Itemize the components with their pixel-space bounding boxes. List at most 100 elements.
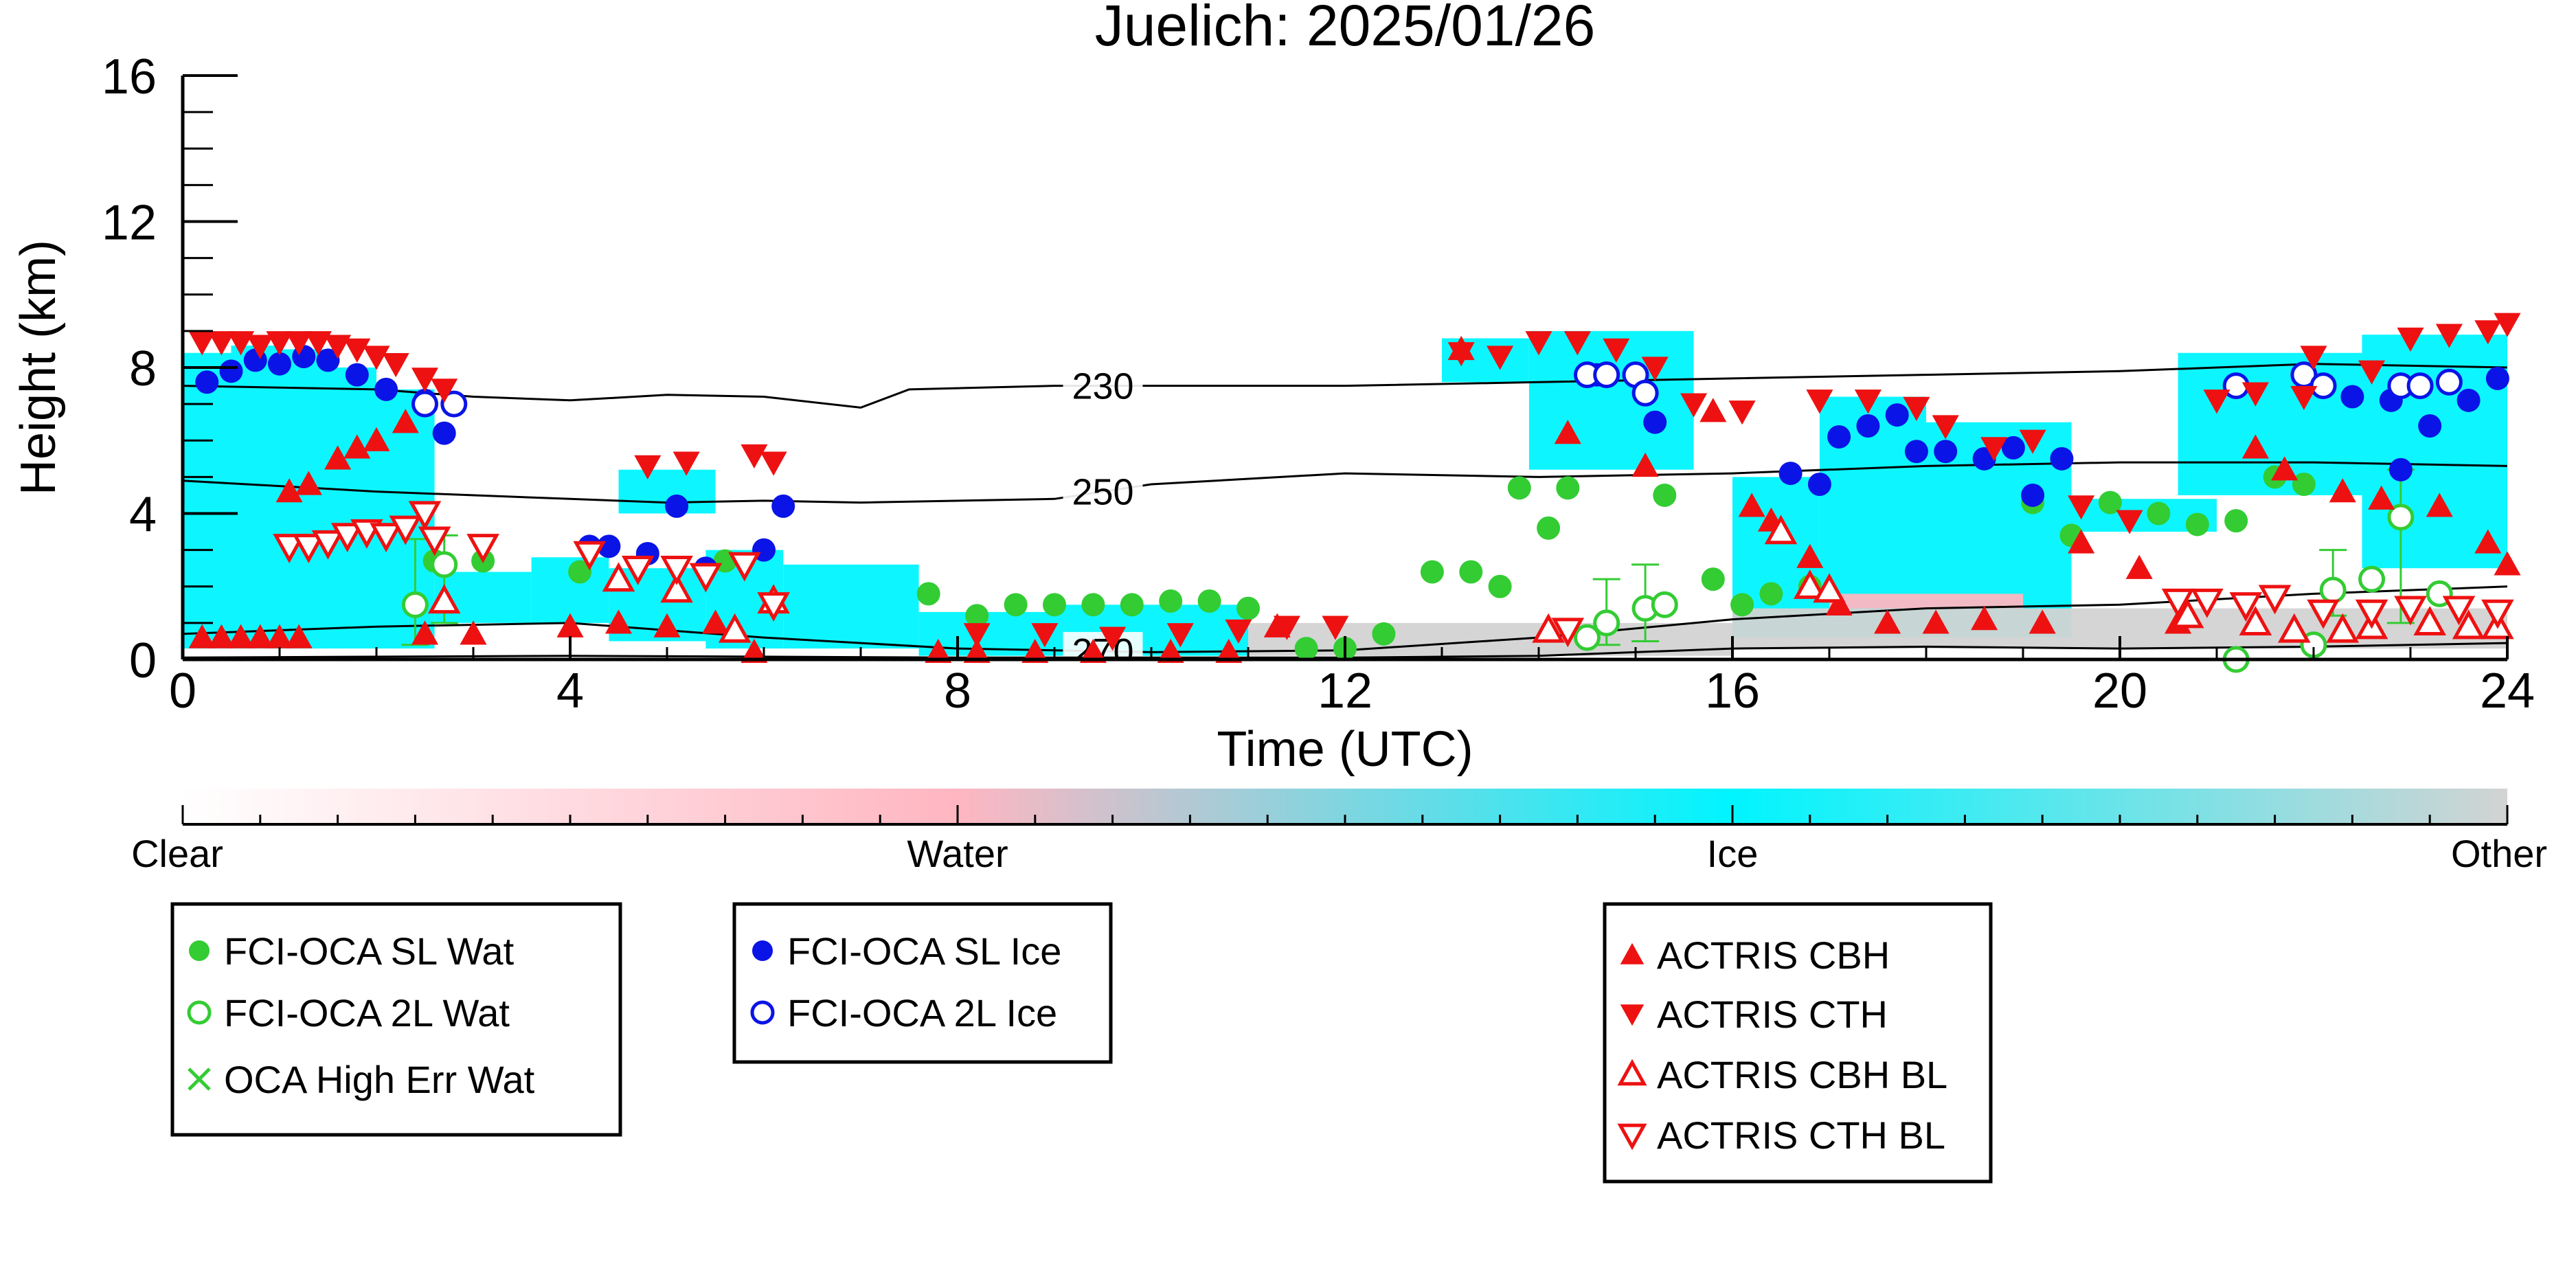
legend-entry: FCI-OCA 2L Wat [187, 991, 510, 1035]
data-point-actris-cth-bl [389, 515, 422, 545]
data-point-fci-oca-2l-ice [2309, 372, 2337, 400]
data-point-actris-cbh [2271, 456, 2298, 481]
isotherm-label-bg [1063, 632, 1143, 659]
colorbar-label-clear: Clear [131, 832, 223, 875]
data-point-fci-oca-sl-ice [316, 348, 340, 372]
legend-entry: ACTRIS CBH BL [1617, 1053, 1947, 1096]
data-point-actris-cth [2241, 382, 2269, 407]
data-point-fci-oca-sl-wat [1043, 593, 1066, 617]
legend-marker [187, 1000, 212, 1025]
data-point-actris-cbh [2368, 485, 2395, 510]
data-point-actris-cbh [1631, 452, 1659, 477]
legend-box [732, 902, 1113, 1064]
data-point-actris-cbh [925, 638, 952, 664]
data-point-fci-oca-2l-wat [401, 591, 429, 618]
data-point-actris-cth [1903, 396, 1930, 421]
data-point-actris-cbh [2029, 609, 2056, 634]
y-axis-label: Height (km) [11, 240, 66, 495]
legend-entry: ACTRIS CTH BL [1617, 1114, 1945, 1157]
data-point-actris-cbh [2474, 529, 2502, 554]
data-point-actris-cth-bl [2191, 588, 2224, 618]
data-point-actris-cth-bl [311, 530, 345, 560]
data-point-actris-cth [1932, 415, 1959, 440]
axes: 0 4 8 12 16 20 24 0 4 8 12 16 [102, 49, 2535, 719]
data-point-actris-cbh [653, 613, 681, 637]
data-point-actris-cbh [1874, 609, 1901, 634]
data-point-fci-oca-sl-ice [2021, 483, 2045, 507]
legend-marker [750, 1000, 775, 1025]
data-point-fci-oca-sl-ice [432, 421, 456, 445]
data-point-actris-cbh [363, 427, 390, 451]
data-point-fci-oca-sl-wat [2147, 501, 2171, 526]
data-point-actris-cth [1603, 338, 1630, 363]
data-point-fci-oca-sl-wat [2224, 509, 2248, 533]
data-point-actris-cth [2397, 327, 2424, 352]
isotherm-label: 250 [1072, 472, 1133, 513]
legend-marker [1620, 1004, 1645, 1026]
data-point-actris-cth [227, 331, 255, 356]
data-point-fci-oca-sl-ice [665, 494, 689, 518]
data-point-actris-cbh [392, 409, 419, 433]
data-point-actris-cth-bl [418, 526, 451, 556]
data-point-actris-cth [247, 335, 274, 359]
data-point-fci-oca-sl-wat [1759, 582, 1783, 606]
legend-marker [188, 1067, 211, 1091]
data-point-actris-cth [673, 451, 700, 476]
data-point-actris-cbh [2494, 551, 2521, 576]
data-point-actris-cbh-bl [660, 573, 693, 603]
isotherm-label-bg [1063, 472, 1143, 511]
data-point-fci-oca-sl-ice [1807, 473, 1831, 496]
legend-entry: ACTRIS CBH [1620, 934, 1890, 977]
data-point-actris-cth [760, 451, 787, 476]
legend-label: FCI-OCA SL Wat [224, 929, 515, 973]
data-point-actris-cbh [2329, 478, 2356, 503]
data-point-fci-oca-sl-wat [2185, 512, 2209, 536]
data-point-fci-oca-sl-wat [1653, 483, 1677, 507]
data-point-fci-oca-sl-ice [597, 534, 621, 558]
data-point-fci-oca-2l-ice [2435, 368, 2463, 396]
data-point-actris-cth-bl [2307, 599, 2340, 629]
data-point-actris-cbh [2241, 434, 2269, 459]
data-point-fci-oca-sl-ice [2340, 385, 2364, 409]
data-point-actris-cbh [2125, 554, 2153, 579]
data-point-actris-cth [1273, 615, 1300, 640]
data-point-fci-oca-sl-ice [1885, 403, 1909, 427]
data-point-actris-cbh [1825, 591, 1853, 615]
legend-label: ACTRIS CTH BL [1657, 1114, 1945, 1157]
class-band-ice [783, 564, 919, 649]
data-point-actris-cbh [343, 434, 371, 459]
data-point-actris-cth [741, 444, 768, 469]
y-ticks: 0 4 8 12 16 [102, 49, 238, 688]
class-band-ice [231, 346, 280, 649]
isotherm-line [183, 363, 2507, 409]
class-band-ice [183, 352, 231, 649]
legend-marker [189, 940, 210, 961]
data-point-fci-oca-sl-wat [1556, 476, 1580, 500]
data-point-fci-oca-sl-ice [374, 377, 398, 401]
data-point-actris-cbh [247, 624, 274, 648]
legend-entry: OCA High Err Wat [188, 1058, 535, 1101]
data-point-actris-cth [2300, 346, 2327, 370]
legend-label: FCI-OCA 2L Ice [787, 991, 1057, 1035]
data-point-fci-oca-2l-ice [1631, 379, 1659, 407]
data-point-fci-oca-sl-ice [1827, 425, 1851, 449]
data-point-fci-oca-sl-ice [2001, 436, 2025, 460]
data-point-fci-oca-sl-ice [771, 494, 795, 518]
data-point-fci-oca-sl-wat [1701, 567, 1725, 591]
data-point-fci-oca-sl-ice [1778, 462, 1803, 486]
legend-ice: FCI-OCA SL Ice FCI-OCA 2L Ice [732, 902, 1113, 1064]
data-point-fci-oca-sl-ice [2418, 414, 2442, 438]
legend-label: ACTRIS CBH BL [1657, 1053, 1947, 1096]
legend-label: FCI-OCA SL Ice [787, 929, 1061, 973]
data-point-actris-cth-bl [621, 556, 655, 585]
data-point-actris-cth-bl [573, 541, 606, 571]
data-point-actris-cth-bl [2229, 592, 2263, 622]
x-axis-label: Time (UTC) [1217, 722, 1473, 777]
data-point-actris-cbh [275, 478, 303, 503]
data-point-actris-cbh [2426, 493, 2453, 517]
legend-box [1603, 902, 1993, 1184]
legend-marker [1617, 1123, 1647, 1151]
data-point-actris-cbh [266, 624, 293, 648]
data-point-actris-cth [207, 331, 235, 356]
data-point-fci-oca-sl-wat [1537, 516, 1561, 540]
